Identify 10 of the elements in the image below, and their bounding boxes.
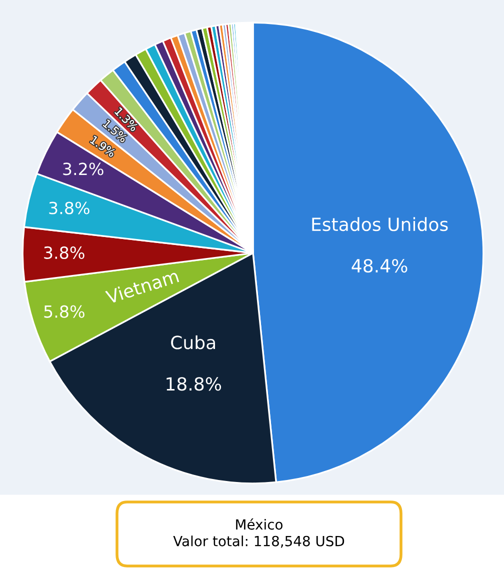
slice-label: Cuba: [171, 335, 216, 350]
data-label: 3.8%: [49, 202, 90, 214]
data-label: 48.4%: [352, 258, 408, 273]
slice-label: Vietnam: [104, 268, 180, 304]
data-label: 5.8%: [44, 305, 84, 318]
data-label: 3.8%: [44, 246, 84, 260]
text: México Valor total: 118,548 USD: [173, 518, 344, 548]
slice-label: Estados Unidos: [312, 217, 448, 232]
data-label: 3.2%: [63, 162, 104, 176]
data-label: 18.8%: [166, 377, 222, 391]
